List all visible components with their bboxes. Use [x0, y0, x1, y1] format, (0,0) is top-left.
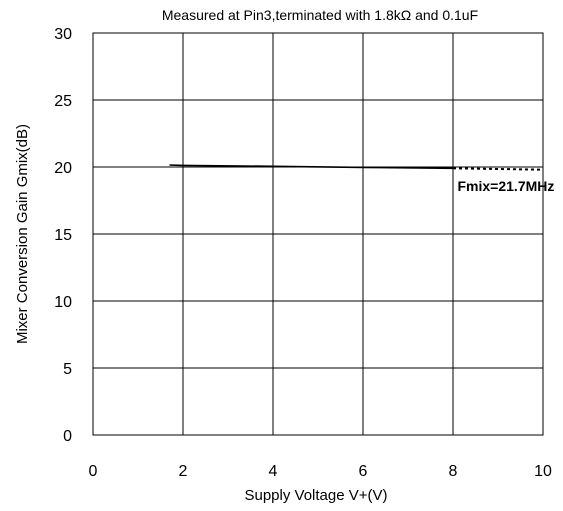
plot-area-frame	[92, 32, 544, 436]
y-tick-label: 5	[63, 361, 72, 378]
series-layer	[169, 164, 544, 171]
x-axis-label: Supply Voltage V+(V)	[244, 487, 387, 504]
y-axis-label: Mixer Conversion Gain Gmix(dB)	[14, 124, 31, 344]
grid	[93, 33, 543, 435]
y-tick-label: 30	[54, 26, 72, 43]
series-line-dotted	[452, 167, 544, 171]
chart-title: Measured at Pin3,terminated with 1.8kΩ a…	[162, 7, 478, 23]
annotations: Fmix=21.7MHz	[458, 178, 555, 194]
y-tick-label: 10	[54, 294, 72, 311]
x-tick-label: 2	[179, 463, 188, 480]
x-tick-label: 10	[534, 463, 552, 480]
x-tick-label: 6	[359, 463, 368, 480]
x-tick-label: 8	[449, 463, 458, 480]
x-tick-label: 4	[269, 463, 278, 480]
x-tick-labels: 0 2 4 6 8 10	[89, 463, 552, 480]
annotation-label: Fmix=21.7MHz	[458, 178, 555, 194]
y-tick-label: 25	[54, 93, 72, 110]
y-tick-labels: 0 5 10 15 20 25 30	[54, 26, 72, 445]
y-tick-label: 0	[63, 428, 72, 445]
y-tick-label: 15	[54, 227, 72, 244]
x-tick-label: 0	[89, 463, 98, 480]
series-line-solid	[169, 164, 454, 170]
y-tick-label: 20	[54, 160, 72, 177]
